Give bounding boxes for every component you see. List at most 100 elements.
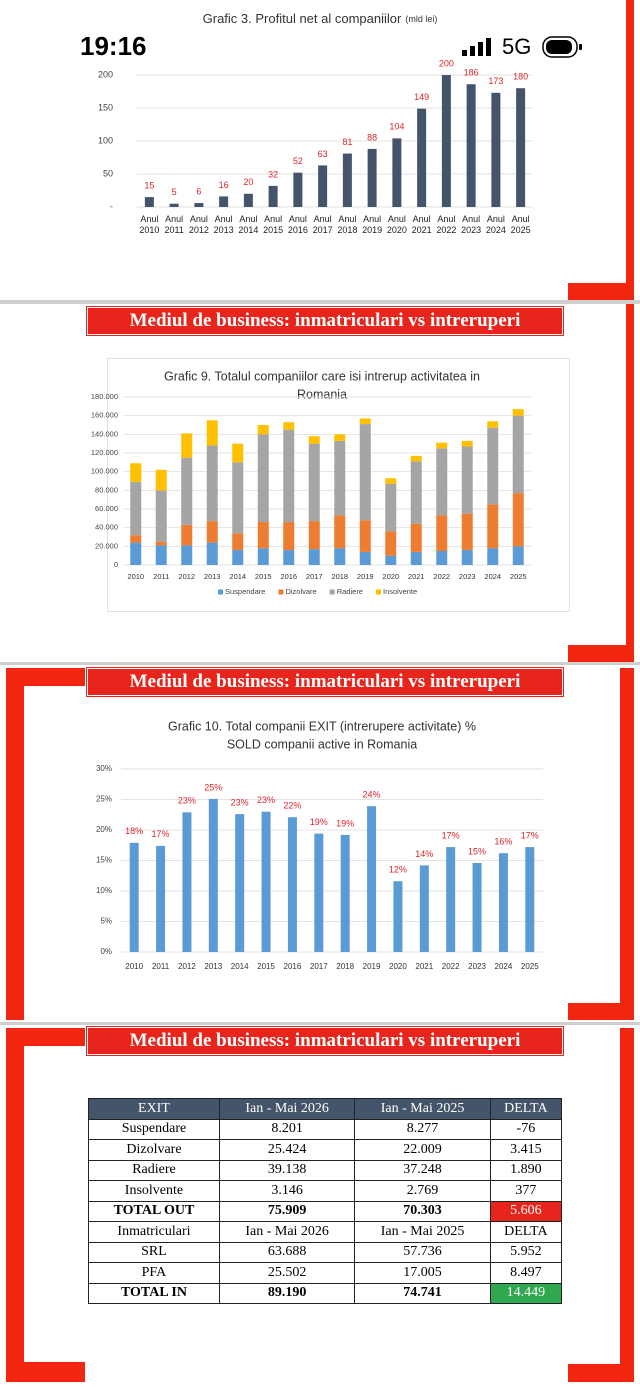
x-tick-label: Anul 2011 <box>164 214 184 235</box>
bar-segment <box>436 442 448 449</box>
table-cell: 70.303 <box>354 1200 491 1222</box>
table-cell: Ian - Mai 2025 <box>354 1221 491 1243</box>
x-tick-label: 2022 <box>433 572 450 581</box>
y-tick-label: 5% <box>100 917 112 926</box>
x-tick-label: 2022 <box>442 962 460 971</box>
table-cell: EXIT <box>88 1098 220 1120</box>
data-label: 180 <box>513 72 528 82</box>
x-tick-label: Anul 2025 <box>510 214 531 235</box>
bar-segment <box>181 457 193 525</box>
y-tick-label: 60.000 <box>95 504 118 513</box>
bar-segment <box>283 429 295 523</box>
table-row: TOTAL OUT 75.909 70.303 5.606 <box>88 1200 563 1222</box>
panel <box>0 0 640 300</box>
x-tick-label: Anul 2017 <box>312 214 333 235</box>
bar-segment <box>461 446 473 514</box>
x-tick-label: 2012 <box>178 572 195 581</box>
x-tick-label: Anul 2014 <box>238 214 259 235</box>
data-table: EXIT Ian - Mai 2026 Ian - Mai 2025 DELTA Sus… <box>88 1098 563 1304</box>
chart-title: Romania <box>297 387 347 401</box>
bar-segment <box>206 542 218 565</box>
data-label: 12% <box>389 865 407 875</box>
x-tick-label: 2021 <box>415 962 433 971</box>
panel <box>0 304 640 662</box>
table-cell: Ian - Mai 2025 <box>354 1098 491 1120</box>
table-cell: 5.952 <box>489 1241 563 1263</box>
x-tick-label: 2020 <box>382 572 399 581</box>
data-label: 186 <box>464 68 479 78</box>
table-cell: 3.415 <box>489 1139 563 1161</box>
x-tick-label: Anul 2012 <box>188 214 209 235</box>
table-cell: 14.449 <box>489 1282 563 1304</box>
bar-segment <box>308 549 320 565</box>
bar-segment <box>181 524 193 546</box>
table-cell: PFA <box>88 1262 220 1284</box>
y-tick-label: 140.000 <box>91 429 118 438</box>
x-tick-label: Anul 2024 <box>485 214 506 235</box>
data-label: 5 <box>172 187 177 197</box>
data-label: 14% <box>415 849 433 859</box>
data-label: 173 <box>488 76 503 86</box>
bar <box>525 847 535 952</box>
table-cell: 17.005 <box>354 1262 491 1284</box>
x-tick-label: Anul 2020 <box>386 214 407 235</box>
frame-decoration <box>620 1028 634 1382</box>
bar-segment <box>155 469 167 491</box>
chart-unit: (mld lei) <box>405 14 437 24</box>
frame-decoration <box>626 304 634 662</box>
x-tick-label: 2023 <box>459 572 476 581</box>
table-cell: 63.688 <box>218 1241 356 1263</box>
data-label: 149 <box>414 92 429 102</box>
bar-segment <box>359 551 371 565</box>
bar-segment <box>155 545 167 565</box>
x-tick-label: Anul 2022 <box>436 214 457 235</box>
bar-segment <box>359 424 371 521</box>
table-cell: 3.146 <box>218 1180 356 1202</box>
x-tick-label: 2017 <box>310 962 328 971</box>
bar <box>182 812 192 952</box>
bar-segment <box>181 433 193 458</box>
x-tick-label: Anul 2016 <box>287 214 308 235</box>
data-label: 16 <box>219 180 229 190</box>
data-label: 20 <box>243 177 253 187</box>
bar-segment <box>410 455 422 462</box>
bar-segment <box>334 515 346 549</box>
frame-decoration <box>6 668 85 686</box>
y-tick-label: 40.000 <box>95 523 118 532</box>
bar <box>340 834 350 952</box>
data-label: 25% <box>204 782 222 792</box>
x-tick-label: 2023 <box>468 962 486 971</box>
x-tick-label: 2014 <box>229 572 246 581</box>
bar-segment <box>130 463 142 482</box>
bar-segment <box>410 461 422 524</box>
bar <box>156 845 166 952</box>
bar-segment <box>385 483 397 532</box>
x-tick-label: 2015 <box>255 572 272 581</box>
data-label: 19% <box>310 817 328 827</box>
frame-decoration <box>568 645 634 662</box>
chart-title-text: Grafic 3. Profitul net al companiilor <box>203 11 402 26</box>
bar-segment <box>308 436 320 444</box>
battery-icon <box>542 36 582 58</box>
chart-title: Grafic 3. Profitul net al companiilor (ml… <box>203 11 438 26</box>
legend-label: Suspendare <box>225 587 265 596</box>
data-label: 15% <box>468 846 486 856</box>
y-tick-label: 200 <box>98 69 113 79</box>
x-tick-label: 2013 <box>204 962 222 971</box>
bar-segment <box>308 521 320 550</box>
bar-segment <box>410 523 422 552</box>
frame-decoration <box>6 1028 85 1046</box>
table-cell: 39.138 <box>218 1159 356 1181</box>
x-tick-label: 2025 <box>521 962 539 971</box>
table-cell: Suspendare <box>88 1118 220 1140</box>
table-row: PFA 25.502 17.005 8.497 <box>88 1262 563 1284</box>
bar-segment <box>334 548 346 565</box>
bar-segment <box>512 409 524 416</box>
table-row: TOTAL IN 89.190 74.741 14.449 <box>88 1282 563 1304</box>
frame-decoration <box>568 283 634 300</box>
data-label: 16% <box>494 837 512 847</box>
bar-segment <box>257 548 269 565</box>
bar <box>491 92 501 207</box>
y-tick-label: 50 <box>103 168 113 178</box>
